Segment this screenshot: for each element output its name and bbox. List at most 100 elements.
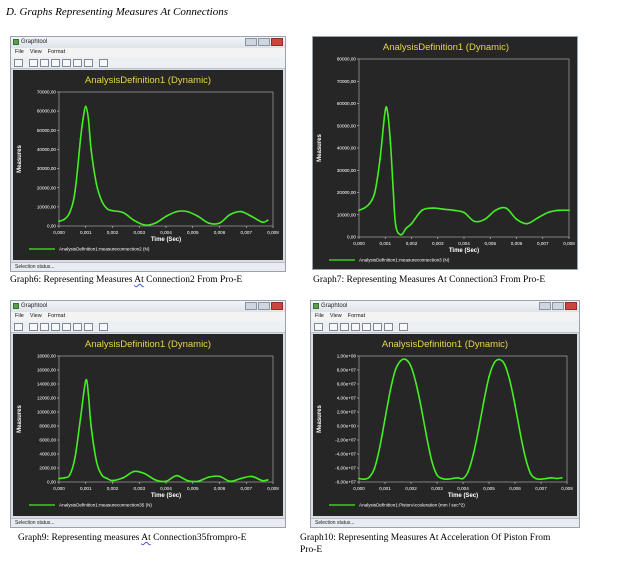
- data-point: [186, 479, 189, 482]
- chart-icon[interactable]: [51, 322, 60, 331]
- series-line: [358, 106, 570, 236]
- maximize-button[interactable]: [552, 302, 564, 310]
- window-title: Graphtool: [21, 303, 48, 309]
- graph-icon[interactable]: [40, 58, 49, 67]
- fit-icon[interactable]: [373, 322, 382, 331]
- status-bar: Selection status...: [311, 518, 579, 527]
- chart-title: AnalysisDefinition1 (Dynamic): [382, 339, 508, 350]
- menu-view[interactable]: View: [29, 49, 42, 55]
- y-tick-label: 50000,00: [37, 128, 57, 133]
- data-point: [425, 435, 428, 438]
- app-icon: [313, 303, 319, 309]
- caption-text: Graph6: Representing Measures: [10, 275, 135, 285]
- caption-text: Graph10: Representing Measures At Accele…: [300, 533, 551, 543]
- data-point: [175, 474, 178, 477]
- data-point: [122, 211, 125, 214]
- table-icon[interactable]: [329, 322, 338, 331]
- menu-file[interactable]: File: [15, 49, 24, 55]
- chart-icon[interactable]: [351, 322, 360, 331]
- zoom-icon[interactable]: [362, 322, 371, 331]
- chart-icon[interactable]: [51, 58, 60, 67]
- data-point: [399, 360, 402, 362]
- chart-graph6: AnalysisDefinition1 (Dynamic) 0,00 10000,0…: [17, 75, 279, 252]
- menu-view[interactable]: View: [329, 313, 342, 319]
- data-point: [547, 211, 549, 214]
- maximize-button[interactable]: [258, 38, 270, 46]
- data-point: [95, 460, 98, 462]
- menu-format[interactable]: Format: [347, 313, 366, 319]
- data-point: [394, 225, 397, 227]
- x-tick-label: 0,002: [107, 486, 119, 491]
- data-point: [79, 139, 82, 141]
- data-point: [63, 218, 66, 221]
- data-point: [540, 478, 542, 481]
- menu-format[interactable]: Format: [47, 49, 66, 55]
- table-icon[interactable]: [29, 322, 38, 331]
- y-tick-label: 50000,00: [337, 123, 357, 128]
- data-point: [536, 217, 539, 220]
- data-point: [197, 480, 200, 483]
- data-point: [404, 358, 407, 361]
- menu-bar: File View Format: [11, 48, 285, 57]
- menu-format[interactable]: Format: [47, 313, 66, 319]
- chart-title: AnalysisDefinition1 (Dynamic): [85, 75, 211, 86]
- y-tick-label: 80000,00: [337, 57, 357, 62]
- x-tick-label: 0,007: [241, 486, 253, 491]
- data-point: [431, 207, 434, 210]
- data-point: [58, 477, 60, 480]
- print-icon[interactable]: [14, 58, 23, 67]
- maximize-button[interactable]: [258, 302, 270, 310]
- x-tick-label: 0,007: [537, 241, 549, 246]
- data-point: [373, 191, 376, 194]
- data-point: [545, 477, 548, 480]
- data-point: [534, 477, 537, 480]
- print-icon[interactable]: [14, 322, 23, 331]
- data-point: [197, 215, 200, 218]
- menu-file[interactable]: File: [15, 313, 24, 319]
- table-icon[interactable]: [29, 58, 38, 67]
- y-tick-label: 6,00e+07: [337, 382, 357, 387]
- data-point: [463, 211, 465, 214]
- fit-icon[interactable]: [73, 58, 82, 67]
- menu-file[interactable]: File: [315, 313, 324, 319]
- y-tick-label: 1,00e+08: [337, 354, 357, 359]
- data-point: [368, 476, 371, 478]
- camera-icon[interactable]: [99, 322, 108, 331]
- status-bar: Selection status...: [11, 262, 285, 271]
- close-button[interactable]: [271, 302, 283, 310]
- series-line: [58, 378, 268, 483]
- x-tick-label: 0,005: [485, 241, 497, 246]
- minimize-button[interactable]: [539, 302, 551, 310]
- data-point: [568, 209, 570, 212]
- data-point: [493, 362, 496, 364]
- data-point: [384, 418, 386, 420]
- refresh-icon[interactable]: [84, 58, 93, 67]
- data-point: [175, 210, 178, 213]
- x-tick-label: 0,006: [214, 230, 226, 235]
- graph-icon[interactable]: [40, 322, 49, 331]
- close-button[interactable]: [565, 302, 577, 310]
- minimize-button[interactable]: [245, 302, 257, 310]
- refresh-icon[interactable]: [384, 322, 393, 331]
- data-point: [218, 222, 221, 225]
- camera-icon[interactable]: [99, 58, 108, 67]
- print-icon[interactable]: [314, 322, 323, 331]
- toolbar: [311, 321, 579, 333]
- close-button[interactable]: [271, 38, 283, 46]
- menu-view[interactable]: View: [29, 313, 42, 319]
- camera-icon[interactable]: [399, 322, 408, 331]
- x-tick-label: 0,003: [432, 241, 444, 246]
- data-point: [261, 221, 264, 224]
- data-point: [68, 211, 71, 214]
- minimize-button[interactable]: [245, 38, 257, 46]
- zoom-icon[interactable]: [62, 58, 71, 67]
- graph-icon[interactable]: [340, 322, 349, 331]
- fit-icon[interactable]: [73, 322, 82, 331]
- data-point: [467, 470, 470, 473]
- refresh-icon[interactable]: [84, 322, 93, 331]
- zoom-icon[interactable]: [62, 322, 71, 331]
- x-tick-label: 0,007: [241, 230, 253, 235]
- data-point: [451, 477, 454, 480]
- data-point: [488, 376, 490, 378]
- data-point: [421, 209, 423, 212]
